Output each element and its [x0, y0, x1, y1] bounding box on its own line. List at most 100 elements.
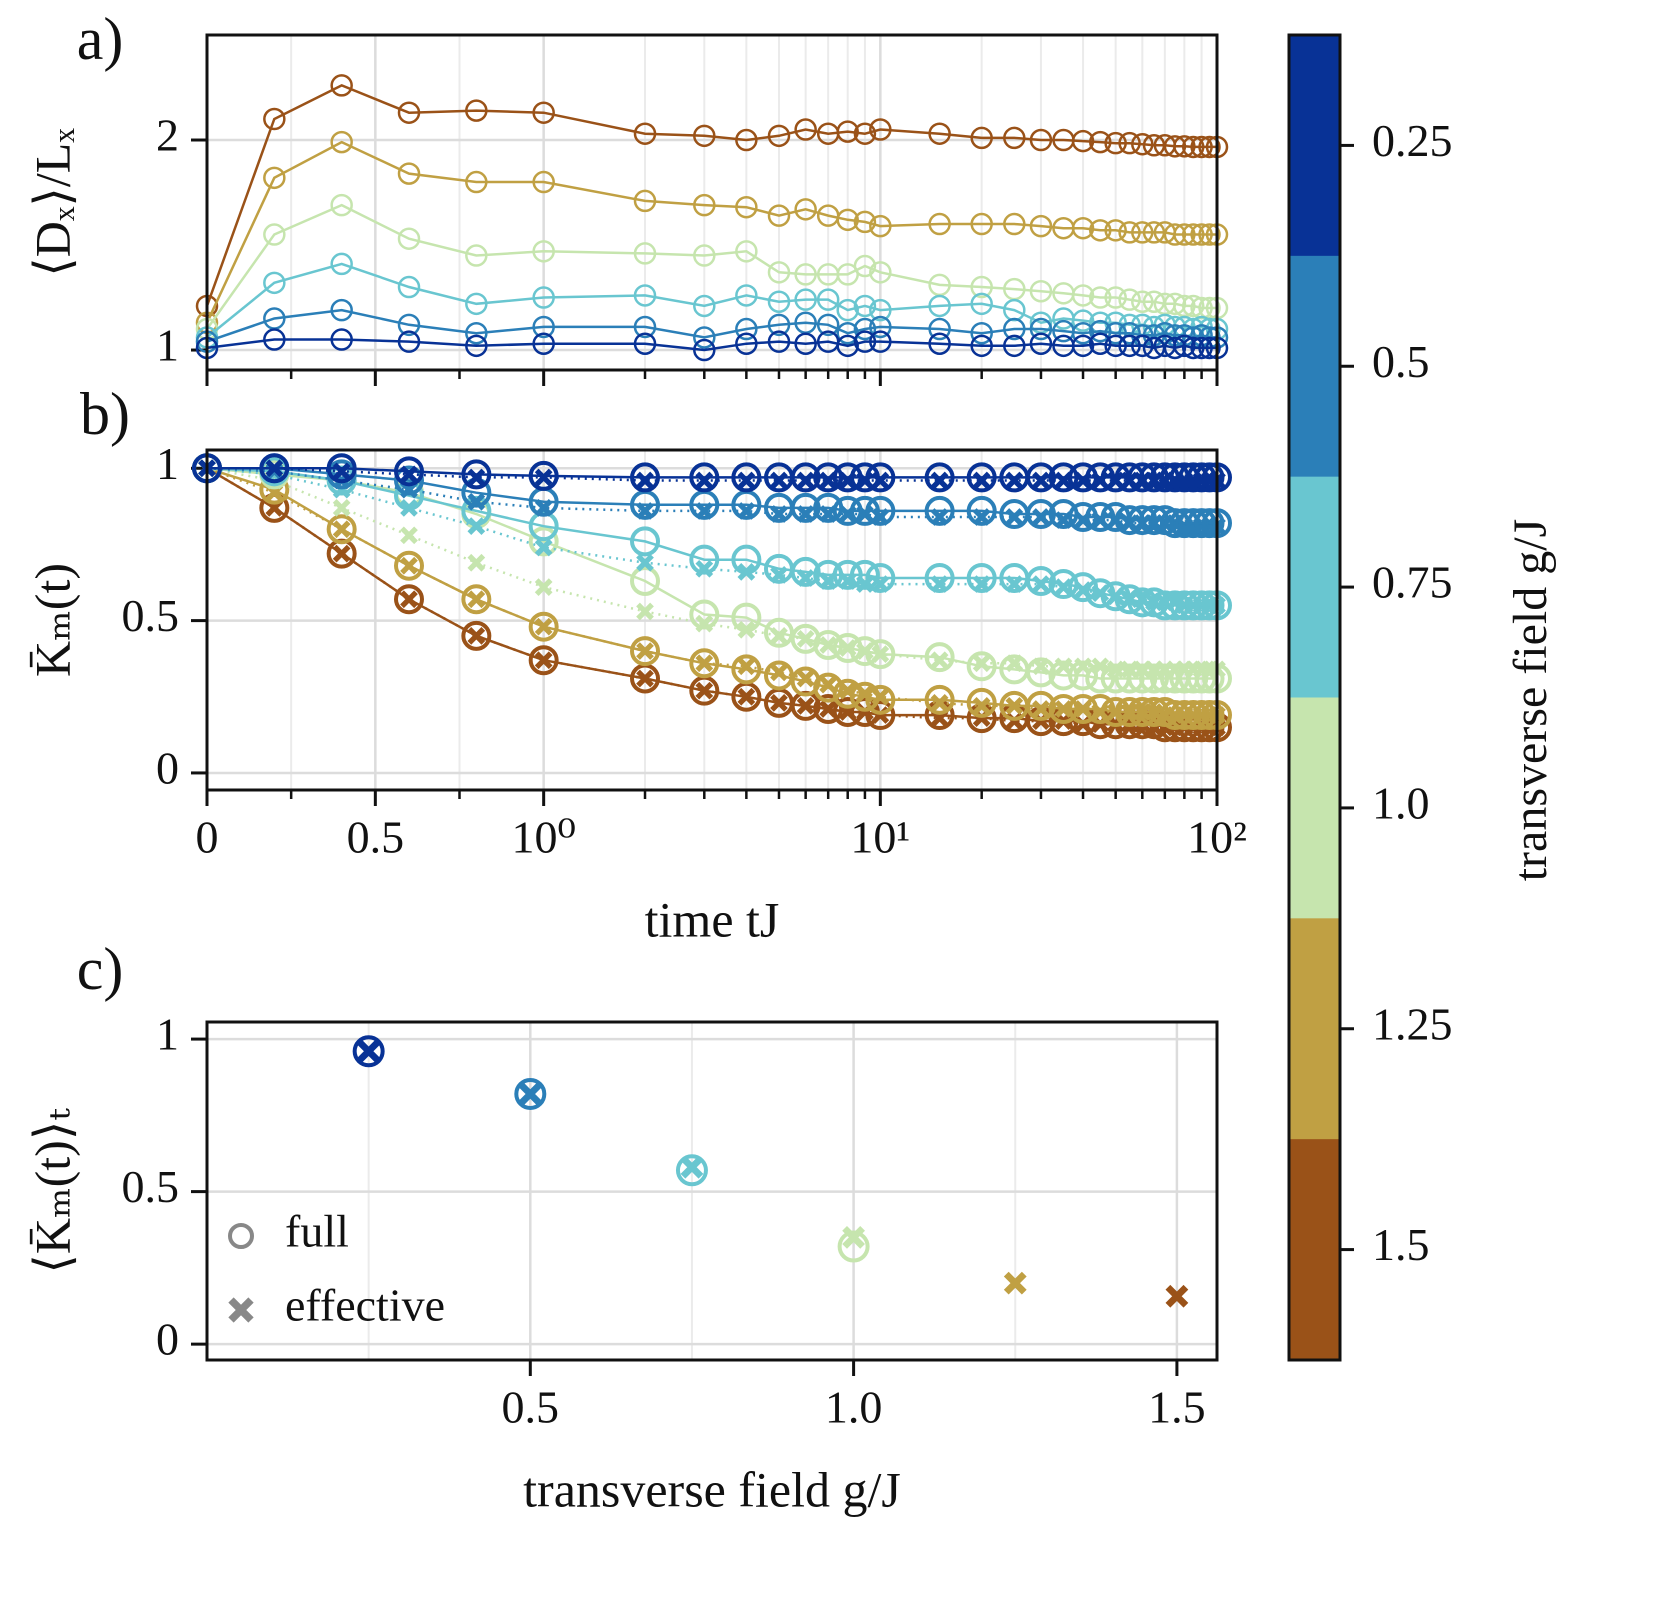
y-axis-label: ⟨Dₓ⟩/Lₓ [24, 128, 80, 277]
circle-marker [1085, 462, 1116, 493]
circle-marker [326, 453, 357, 484]
series-line [206, 308, 1217, 343]
circle-marker [1127, 462, 1158, 493]
circle-marker [836, 298, 859, 322]
y-axis-label: K̄ₘ(t) [24, 563, 80, 677]
circle-marker [794, 288, 817, 311]
circle-marker [1181, 223, 1205, 246]
x-marker [534, 578, 553, 596]
circle-marker [869, 261, 892, 284]
circle-marker [767, 124, 791, 148]
legend-label: full [285, 1206, 349, 1257]
colorbar-segment [1289, 1139, 1340, 1361]
x-axis-label: transverse field g/J [523, 1461, 901, 1517]
circle-marker [1127, 697, 1158, 728]
circle-marker [689, 648, 720, 679]
x-marker [842, 1225, 865, 1249]
circle-marker [1104, 219, 1127, 242]
circle-marker [1139, 697, 1170, 728]
circle-marker [633, 284, 657, 307]
colorbar-tick-label: 0.75 [1372, 557, 1453, 608]
circle-marker [1139, 663, 1170, 694]
colorbar-label: transverse field g/J [1504, 519, 1557, 882]
circle-marker [1173, 135, 1196, 158]
circle-marker [263, 107, 286, 131]
circle-marker [1088, 286, 1112, 309]
x-marker [1165, 1284, 1189, 1308]
x-tick-label: 1.0 [825, 1382, 883, 1433]
circle-marker [767, 204, 791, 227]
circle-marker [1003, 317, 1026, 341]
x-marker [796, 471, 815, 490]
circle-marker [1139, 462, 1170, 493]
circle-marker [836, 334, 859, 358]
circle-marker [865, 562, 896, 593]
circle-marker [1085, 502, 1116, 533]
circle-marker [853, 330, 877, 353]
circle-marker [816, 288, 840, 311]
circle-marker [853, 294, 877, 318]
circle-marker [630, 636, 661, 667]
circle-marker [1048, 498, 1079, 529]
circle-marker [790, 492, 821, 523]
circle-marker [330, 328, 353, 351]
circle-marker [633, 242, 657, 265]
circle-marker [689, 544, 720, 575]
circle-marker [1178, 700, 1209, 731]
circle-marker [465, 99, 488, 122]
circle-marker [1131, 290, 1154, 313]
circle-marker [790, 556, 821, 587]
circle-marker [461, 584, 492, 615]
circle-marker [837, 1230, 870, 1263]
x-marker [534, 538, 553, 557]
circle-marker [397, 227, 421, 250]
circle-marker [1181, 336, 1205, 360]
circle-marker [853, 254, 877, 278]
circle-marker [1025, 498, 1056, 529]
circle-marker [1048, 462, 1079, 493]
circle-marker [1149, 462, 1180, 493]
circle-marker [1048, 569, 1079, 600]
circle-marker [461, 495, 492, 526]
circle-marker [693, 326, 716, 349]
legend-marker [228, 1297, 254, 1323]
circle-marker [794, 263, 817, 286]
circle-marker [1194, 590, 1225, 621]
axes-frame [205, 448, 1219, 792]
circle-marker [394, 584, 424, 615]
y-tick-label: 2 [156, 110, 179, 161]
circle-marker [1048, 693, 1079, 724]
x-marker [400, 465, 418, 484]
circle-marker [330, 130, 353, 154]
circle-marker [630, 526, 661, 557]
circle-marker [1149, 663, 1180, 694]
circle-marker [794, 332, 817, 355]
x-marker [1003, 1271, 1027, 1295]
circle-marker [1003, 126, 1026, 150]
x-marker [636, 553, 654, 572]
circle-marker [1178, 590, 1209, 621]
circle-marker [1118, 131, 1141, 155]
colorbar-segment [1289, 476, 1340, 698]
circle-marker [865, 639, 896, 670]
colorbar-segment [1289, 918, 1340, 1140]
x-axis-label: time tJ [645, 891, 780, 947]
circle-marker [1186, 462, 1217, 493]
circle-marker [528, 526, 559, 557]
colorbar-tick-label: 0.5 [1372, 336, 1430, 387]
circle-marker [532, 240, 555, 263]
circle-marker [1178, 462, 1209, 493]
x-tick-label: 10¹ [850, 812, 910, 863]
circle-marker [330, 252, 353, 276]
circle-marker [1029, 279, 1053, 303]
x-marker [518, 1082, 542, 1106]
x-marker [1032, 471, 1050, 490]
circle-marker [869, 315, 892, 339]
circle-marker [1131, 132, 1154, 156]
x-marker [467, 553, 486, 572]
circle-marker [1190, 223, 1213, 246]
circle-marker [849, 559, 880, 590]
circle-marker [630, 566, 661, 597]
circle-marker [1163, 336, 1187, 360]
y-tick-label: 0 [156, 743, 179, 794]
